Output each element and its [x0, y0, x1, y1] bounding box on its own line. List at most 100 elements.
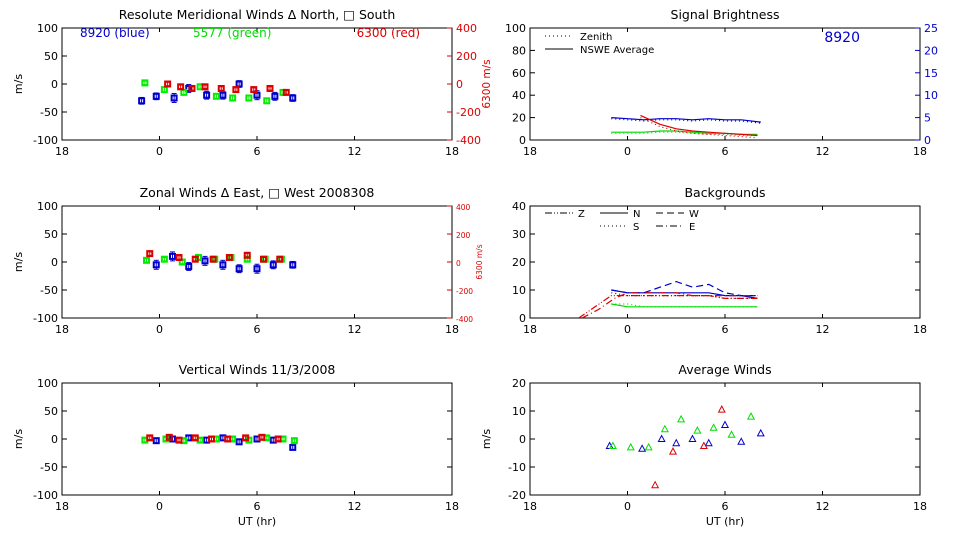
data-point [709, 423, 718, 431]
y-tick-label: 80 [512, 44, 526, 57]
y-tick-label: 0 [51, 433, 58, 446]
y-tick-label: 50 [44, 228, 58, 241]
series-6 [611, 303, 758, 308]
data-point [152, 92, 160, 100]
chart-title-part: West 2008308 [280, 185, 374, 200]
y-tick-label: 20 [512, 256, 526, 269]
data-point [188, 84, 196, 92]
annotation-label: 8920 [824, 30, 860, 46]
data-point [201, 257, 209, 265]
legend-label: W [689, 209, 699, 220]
y2-tick-label: 15 [924, 67, 938, 80]
series-0 [611, 280, 758, 297]
legend-label: NSWE Average [580, 45, 654, 56]
chart-title: Backgrounds [684, 185, 765, 200]
data-point [245, 94, 253, 102]
y-tick-label: 100 [37, 22, 58, 35]
y-axis-label: m/s [12, 74, 25, 94]
chart-title: Zonal Winds Δ East, □ West 2008308 [140, 185, 375, 200]
series-1 [608, 412, 756, 451]
series-0 [152, 251, 297, 274]
series-2 [651, 405, 726, 489]
data-point [289, 261, 297, 269]
data-point [688, 434, 697, 442]
x-tick-label: 18 [55, 500, 69, 513]
x-tick-label: 0 [624, 145, 631, 158]
data-point [756, 428, 765, 437]
y-axis-label: m/s [12, 252, 25, 272]
y2-axis-label: 6300 m/s [481, 59, 493, 108]
data-point [657, 434, 666, 442]
data-point [160, 255, 168, 263]
y2-tick-label: 25 [924, 22, 938, 35]
data-point [165, 433, 173, 441]
y2-tick-label: 200 [456, 231, 471, 240]
x-tick-label: 12 [348, 145, 362, 158]
y2-tick-label: 5 [924, 112, 931, 125]
x-tick-label: 18 [55, 323, 69, 336]
y-tick-label: 100 [37, 200, 58, 213]
x-axis-label: UT (hr) [706, 515, 744, 528]
y-tick-label: 20 [512, 377, 526, 390]
plot-frame [529, 205, 921, 319]
series-5 [611, 303, 758, 308]
data-point [250, 86, 258, 94]
y2-tick-label: 400 [456, 203, 471, 212]
chart-title: Vertical Winds 11/3/2008 [179, 362, 336, 377]
data-point [201, 83, 209, 91]
series-1 [611, 289, 758, 299]
data-point [274, 435, 282, 443]
legend-label: N [633, 209, 640, 220]
y-tick-label: -50 [40, 106, 58, 119]
series-2 [164, 80, 290, 96]
data-point [203, 91, 211, 99]
legend-label: S [633, 222, 639, 233]
data-point [289, 94, 297, 102]
y-tick-label: 50 [44, 50, 58, 63]
series-3 [578, 295, 758, 318]
y-axis-label: m/s [12, 429, 25, 449]
y-tick-label: 100 [37, 377, 58, 390]
x-tick-label: 18 [913, 500, 927, 513]
y-tick-label: -100 [33, 312, 58, 325]
y2-tick-label: 0 [924, 134, 931, 147]
series-0 [605, 420, 765, 452]
data-point [143, 256, 150, 264]
y2-tick-label: -200 [456, 106, 481, 119]
x-tick-label: 18 [523, 500, 537, 513]
data-point [269, 261, 277, 269]
series-line [611, 131, 758, 137]
average-chart: Average Winds 18 0 6 12 18 20 10 0 -10 -20 m/s UT (h… [480, 362, 927, 528]
chart-title-part: Δ [288, 7, 297, 22]
annotation-label: 5577 (green) [193, 26, 271, 40]
chart-title-part: Δ [221, 185, 230, 200]
x-tick-label: 0 [156, 500, 163, 513]
y-tick-label: 0 [519, 312, 526, 325]
legend: Zenith NSWE Average [545, 32, 654, 56]
data-point [260, 255, 267, 263]
y-tick-label: 40 [512, 200, 526, 213]
plot-data [611, 114, 761, 139]
y-tick-label: 50 [44, 405, 58, 418]
series-2 [146, 433, 282, 444]
x-tick-label: 18 [913, 323, 927, 336]
y2-tick-label: -200 [456, 287, 473, 296]
y-tick-label: 40 [512, 89, 526, 102]
series-line [581, 292, 758, 318]
series-line [611, 289, 758, 299]
data-point [138, 97, 146, 105]
data-point [282, 88, 290, 96]
chart-title: Average Winds [678, 362, 771, 377]
x-tick-label: 6 [722, 500, 729, 513]
x-tick-label: 12 [816, 500, 830, 513]
y-tick-label: 10 [512, 284, 526, 297]
x-tick-label: 18 [445, 500, 459, 513]
data-point [208, 435, 215, 443]
data-point [209, 255, 217, 263]
vertical-chart: Vertical Winds 11/3/2008 18 0 6 12 18 100 50 0 -5… [12, 362, 459, 528]
data-point [232, 86, 240, 94]
y2-tick-label: 0 [456, 259, 461, 268]
x-tick-label: 0 [624, 500, 631, 513]
data-point [677, 414, 686, 423]
